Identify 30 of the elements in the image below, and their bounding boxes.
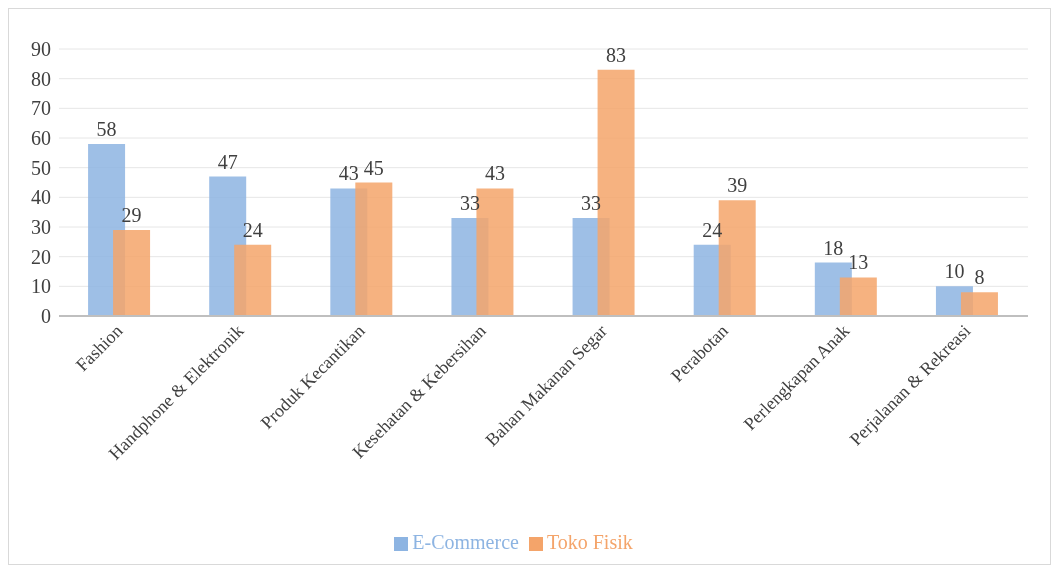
y-tick-label: 60 bbox=[31, 127, 51, 150]
y-tick-label: 10 bbox=[31, 275, 51, 298]
y-tick-label: 90 bbox=[31, 38, 51, 61]
data-label: 10 bbox=[944, 260, 965, 283]
data-label: 24 bbox=[242, 218, 263, 241]
y-tick-label: 50 bbox=[31, 156, 51, 179]
data-label: 43 bbox=[338, 162, 359, 185]
y-tick-label: 30 bbox=[31, 216, 51, 239]
y-tick-label: 40 bbox=[31, 186, 51, 209]
data-label: 8 bbox=[974, 266, 985, 289]
data-label: 58 bbox=[96, 117, 117, 140]
data-label: 47 bbox=[217, 150, 238, 173]
bar bbox=[960, 292, 998, 316]
y-tick-label: 70 bbox=[31, 97, 51, 120]
bar bbox=[839, 277, 877, 316]
data-label: 18 bbox=[823, 236, 844, 259]
bar bbox=[234, 244, 272, 316]
data-label: 43 bbox=[484, 162, 505, 185]
data-label: 29 bbox=[121, 203, 142, 226]
data-label: 39 bbox=[727, 174, 748, 197]
bar bbox=[355, 182, 393, 316]
data-label: 83 bbox=[606, 43, 627, 66]
data-label: 13 bbox=[848, 251, 869, 274]
y-tick-label: 0 bbox=[41, 305, 51, 328]
legend-label: Toko Fisik bbox=[546, 531, 633, 553]
y-tick-label: 20 bbox=[31, 245, 51, 268]
data-label: 45 bbox=[363, 156, 384, 179]
y-tick-label: 80 bbox=[31, 67, 51, 90]
legend-label: E-Commerce bbox=[412, 531, 519, 553]
bar bbox=[113, 229, 151, 316]
